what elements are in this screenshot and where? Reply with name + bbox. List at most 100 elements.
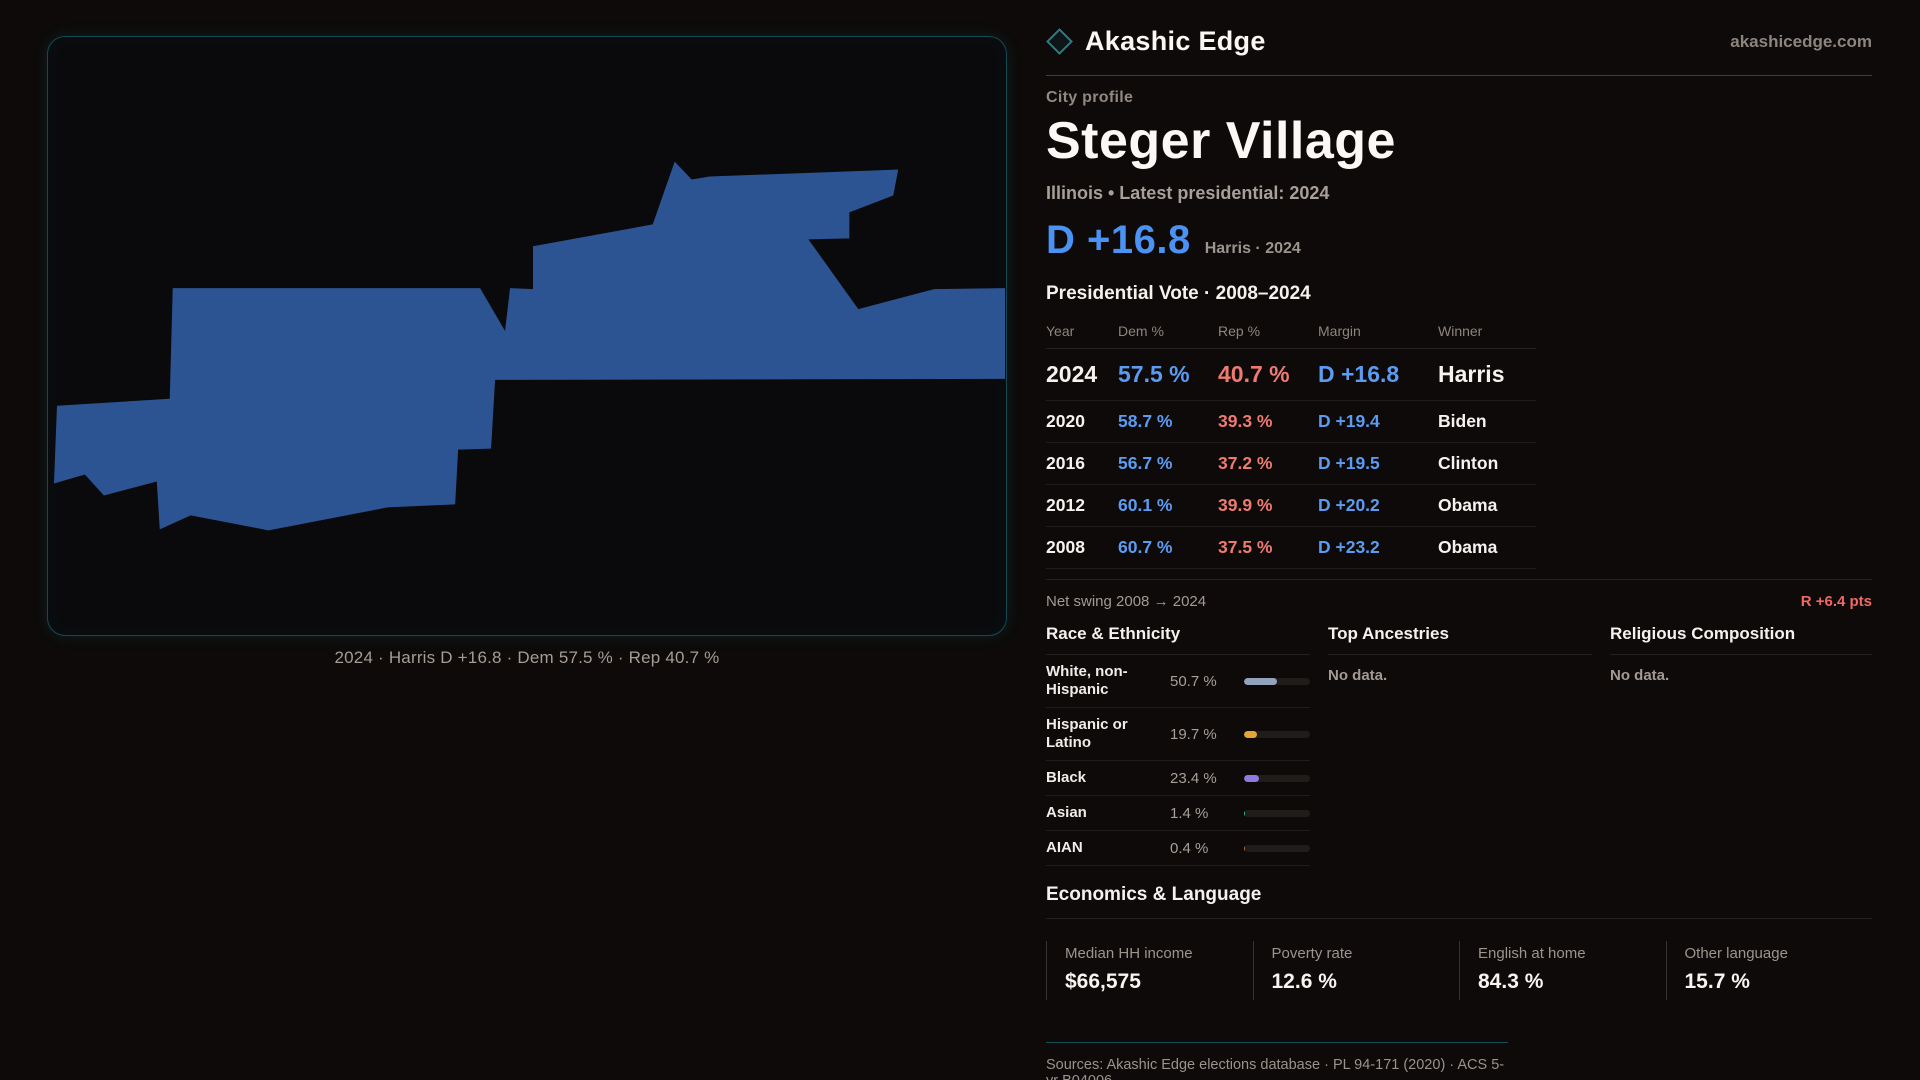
race-row: AIAN 0.4 % [1046, 831, 1310, 866]
race-row: Black 23.4 % [1046, 761, 1310, 796]
cell-rep-pct: 39.3 % [1218, 411, 1273, 431]
race-row: Asian 1.4 % [1046, 796, 1310, 831]
stat-label: Other language [1684, 945, 1788, 962]
race-bar-fill [1244, 677, 1278, 685]
subtitle: Illinois • Latest presidential: 2024 [1046, 183, 1330, 203]
economics-section-title: Economics & Language [1046, 884, 1872, 919]
race-label: Hispanic or Latino [1046, 716, 1128, 751]
cell-margin: D +19.5 [1318, 453, 1380, 473]
race-label: White, non-Hispanic [1046, 663, 1128, 698]
cell-rep-pct: 37.5 % [1218, 537, 1273, 557]
stat-value: $66,575 [1065, 970, 1141, 993]
stat-value: 12.6 % [1271, 970, 1337, 993]
religion-section-title: Religious Composition [1610, 624, 1872, 655]
race-bar-fill [1244, 774, 1260, 782]
ancestries-section-title: Top Ancestries [1328, 624, 1592, 655]
sources-text: Sources: Akashic Edge elections database… [1046, 1057, 1505, 1080]
race-value: 0.4 % [1170, 839, 1209, 857]
cell-dem-pct: 58.7 % [1118, 411, 1173, 431]
headline-margin-block: D +16.8 Harris · 2024 [1046, 218, 1872, 263]
cell-margin: D +19.4 [1318, 411, 1380, 431]
stat-card: Other language 15.7 % [1665, 941, 1855, 1000]
race-label: AIAN [1046, 839, 1083, 856]
race-bar-fill [1244, 809, 1245, 817]
elections-table-header: Year Dem % Rep % Margin Winner [1046, 317, 1536, 349]
stat-card: Poverty rate 12.6 % [1252, 941, 1442, 1000]
cell-year: 2016 [1046, 453, 1085, 473]
map-canvas [53, 161, 1006, 531]
col-year: Year [1046, 323, 1075, 339]
cell-winner: Harris [1438, 361, 1505, 387]
cell-winner: Obama [1438, 537, 1498, 557]
cell-rep-pct: 39.9 % [1218, 495, 1273, 515]
cell-dem-pct: 57.5 % [1118, 361, 1190, 387]
net-swing-row: Net swing 2008 → 2024 R +6.4 pts [1046, 579, 1872, 610]
cell-year: 2020 [1046, 411, 1085, 431]
race-value: 23.4 % [1170, 769, 1217, 787]
cell-rep-pct: 40.7 % [1218, 361, 1290, 387]
top-ancestries-section: Top Ancestries No data. [1328, 624, 1592, 866]
race-value: 1.4 % [1170, 804, 1209, 822]
demographics-grid: Race & Ethnicity White, non-Hispanic 50.… [1046, 624, 1872, 866]
race-label: Asian [1046, 804, 1087, 821]
cell-dem-pct: 60.1 % [1118, 495, 1173, 515]
cell-winner: Clinton [1438, 453, 1499, 473]
page-title: Steger Village [1046, 112, 1396, 170]
race-value: 50.7 % [1170, 672, 1217, 690]
stat-value: 15.7 % [1684, 970, 1750, 993]
net-swing-label: Net swing 2008 → 2024 [1046, 593, 1207, 610]
cell-winner: Biden [1438, 411, 1487, 431]
elections-section-title: Presidential Vote · 2008–2024 [1046, 283, 1311, 304]
elections-table: Year Dem % Rep % Margin Winner 2024 57.5… [1046, 317, 1536, 569]
stat-card: Median HH income $66,575 [1046, 941, 1235, 1000]
stat-label: English at home [1478, 945, 1586, 962]
brand-domain: akashicedge.com [1730, 31, 1872, 51]
headline-context: Harris · 2024 [1204, 240, 1301, 257]
race-ethnicity-section: Race & Ethnicity White, non-Hispanic 50.… [1046, 624, 1310, 866]
col-dem: Dem % [1118, 323, 1164, 339]
city-boundary-map [47, 36, 1007, 636]
cell-winner: Obama [1438, 495, 1498, 515]
col-winner: Winner [1438, 323, 1483, 339]
stat-label: Poverty rate [1271, 945, 1353, 962]
brand-name: Akashic Edge [1085, 26, 1266, 56]
diamond-logo-icon [1046, 28, 1073, 55]
cell-rep-pct: 37.2 % [1218, 453, 1273, 473]
race-bar-track [1244, 844, 1310, 852]
race-bar-track [1244, 730, 1310, 738]
stat-label: Median HH income [1065, 945, 1193, 962]
race-row: White, non-Hispanic 50.7 % [1046, 655, 1310, 708]
headline-margin: D +16.8 [1046, 218, 1191, 262]
religious-composition-section: Religious Composition No data. [1610, 624, 1872, 866]
cell-year: 2008 [1046, 537, 1085, 557]
stat-value: 84.3 % [1478, 970, 1544, 993]
race-label: Black [1046, 769, 1087, 786]
profile-panel: Akashic Edge akashicedge.com City profil… [1046, 0, 1872, 1080]
net-swing-value: R +6.4 pts [1800, 593, 1872, 610]
table-row: 2020 58.7 % 39.3 % D +19.4 Biden [1046, 401, 1536, 443]
cell-margin: D +20.2 [1318, 495, 1380, 515]
col-margin: Margin [1318, 323, 1361, 339]
cell-year: 2012 [1046, 495, 1085, 515]
cell-year: 2024 [1046, 361, 1098, 387]
ancestries-empty-state: No data. [1328, 667, 1388, 684]
kicker: City profile [1046, 89, 1134, 106]
race-bar-track [1244, 774, 1310, 782]
map-caption: 2024 · Harris D +16.8 · Dem 57.5 % · Rep… [334, 648, 720, 667]
city-boundary-polygon [53, 161, 1006, 531]
race-bar-fill [1244, 730, 1257, 738]
table-row: 2016 56.7 % 37.2 % D +19.5 Clinton [1046, 443, 1536, 485]
cell-dem-pct: 56.7 % [1118, 453, 1173, 473]
economics-stats-row: Median HH income $66,575 Poverty rate 12… [1046, 941, 1872, 1000]
table-row: 2012 60.1 % 39.9 % D +20.2 Obama [1046, 485, 1536, 527]
col-rep: Rep % [1218, 323, 1261, 339]
stat-card: English at home 84.3 % [1459, 941, 1648, 1000]
religion-empty-state: No data. [1610, 667, 1670, 684]
race-bar-track [1244, 677, 1310, 685]
footer: Sources: Akashic Edge elections database… [1046, 1042, 1508, 1080]
header: Akashic Edge akashicedge.com [1046, 0, 1872, 76]
cell-dem-pct: 60.7 % [1118, 537, 1173, 557]
race-row: Hispanic or Latino 19.7 % [1046, 708, 1310, 761]
cell-margin: D +16.8 [1318, 361, 1400, 387]
race-value: 19.7 % [1170, 725, 1217, 743]
